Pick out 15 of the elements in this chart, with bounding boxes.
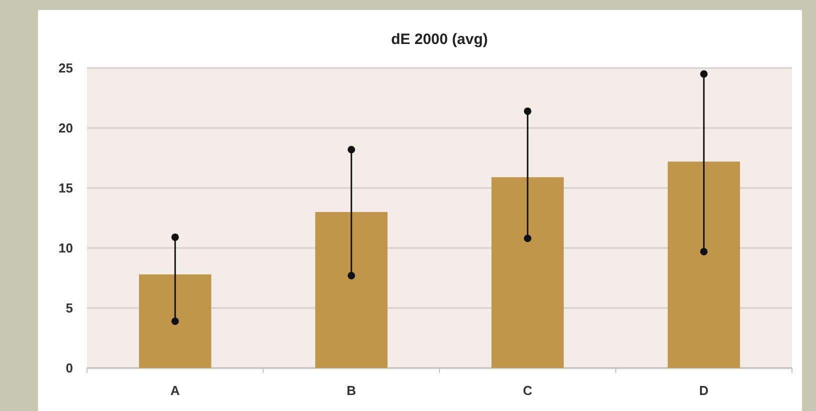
y-tick-label: 20: [58, 120, 73, 136]
x-tick-label: D: [699, 383, 709, 398]
bar: [491, 177, 564, 368]
y-tick-label: 5: [66, 300, 73, 316]
y-tick-label: 10: [58, 240, 73, 256]
chart-title: dE 2000 (avg): [391, 31, 488, 48]
x-tick-label: A: [170, 383, 180, 398]
bar: [668, 162, 740, 368]
x-tick-label: C: [522, 383, 533, 398]
y-tick-label: 25: [58, 60, 73, 76]
x-tick-label: B: [346, 383, 356, 398]
bar: [138, 274, 212, 368]
y-tick-label: 15: [58, 180, 73, 196]
bar: [315, 212, 388, 368]
y-tick-label: 0: [66, 360, 73, 376]
